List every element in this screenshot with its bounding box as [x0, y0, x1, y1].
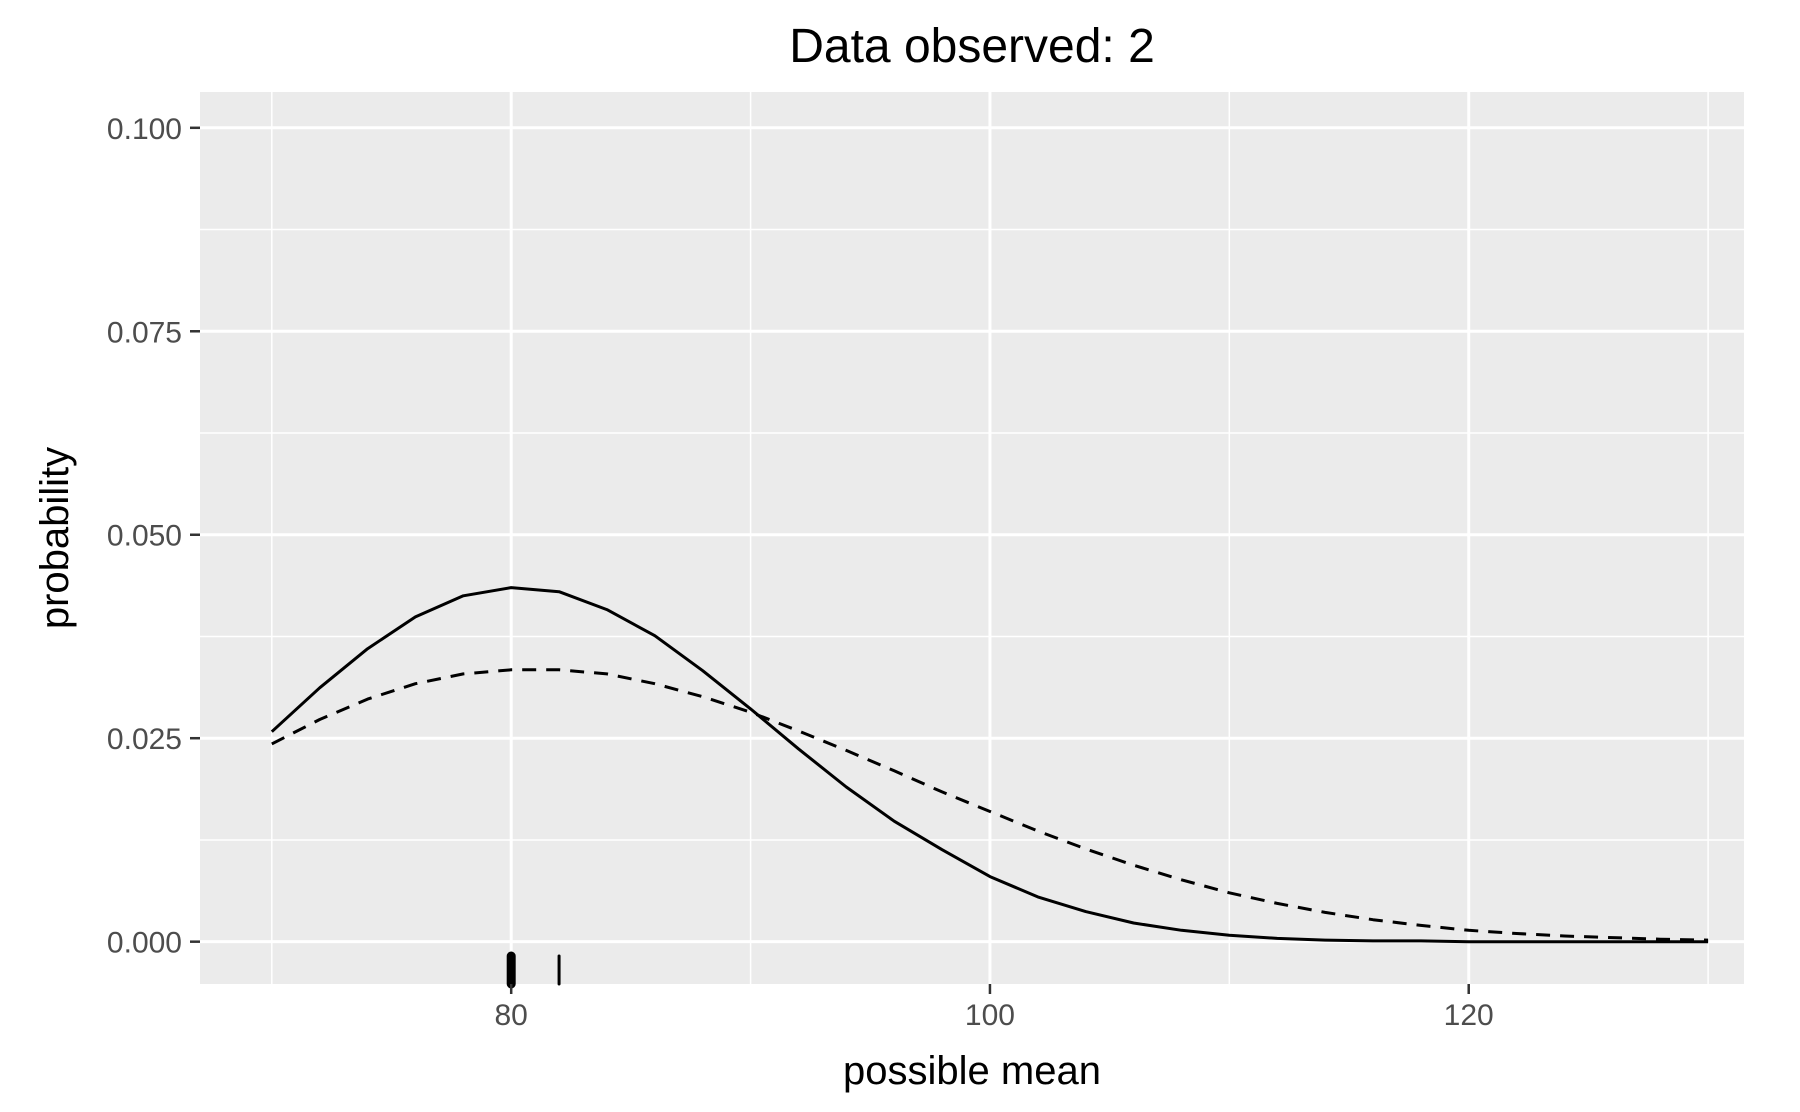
x-tick-label: 80 [495, 999, 528, 1032]
y-axis-title: probability [33, 447, 77, 629]
x-tick-label: 120 [1444, 999, 1494, 1032]
panel-background [200, 92, 1744, 984]
series-layer [270, 586, 1709, 944]
tick-labels: 80 100 120 0.000 0.025 0.050 0.075 0.100 [107, 113, 1494, 1032]
rug-layer [506, 951, 561, 989]
major-gridlines [200, 92, 1744, 984]
x-tick-label: 100 [965, 999, 1015, 1032]
x-axis-title: possible mean [843, 1049, 1101, 1093]
y-tick-label: 0.025 [107, 723, 182, 756]
minor-gridlines [200, 92, 1744, 984]
y-tick-label: 0.000 [107, 927, 182, 960]
axis-ticks [190, 126, 1470, 994]
y-tick-label: 0.100 [107, 113, 182, 146]
chart-title: Data observed: 2 [789, 20, 1155, 73]
dashed-series-line [271, 668, 1709, 942]
y-tick-label: 0.050 [107, 520, 182, 553]
y-tick-label: 0.075 [107, 316, 182, 349]
solid-series-line [270, 586, 1709, 944]
